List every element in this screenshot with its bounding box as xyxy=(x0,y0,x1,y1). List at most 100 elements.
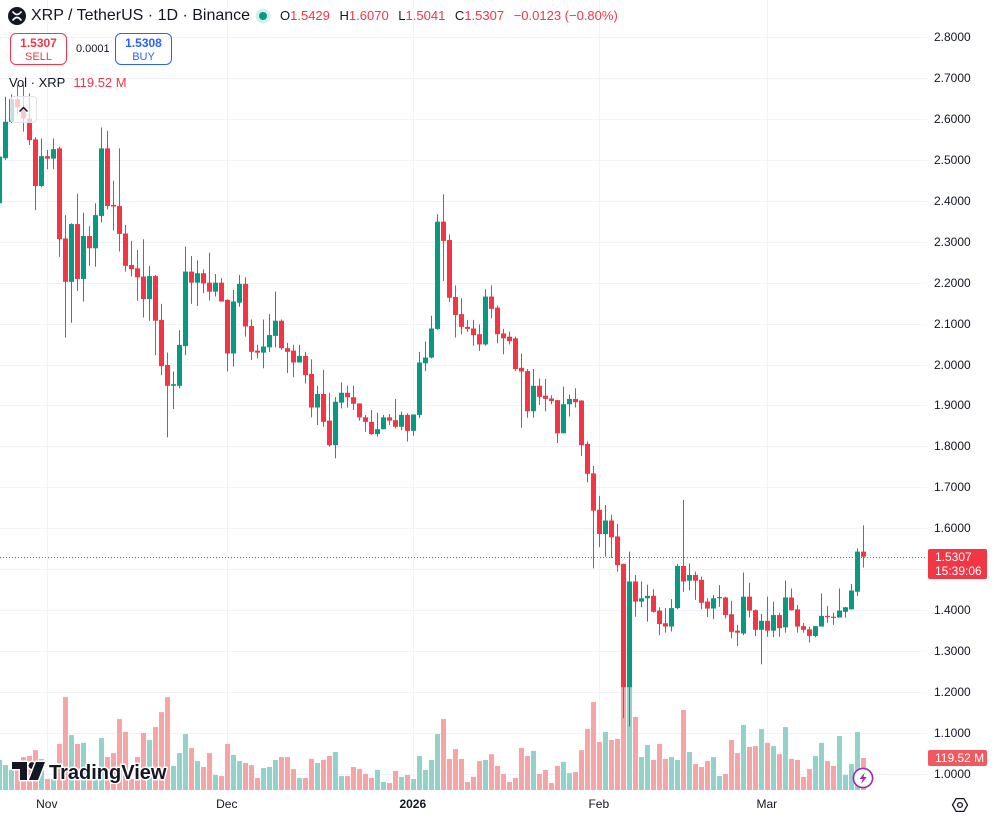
candle-body xyxy=(645,595,650,599)
volume-bar xyxy=(609,739,614,790)
volume-bar xyxy=(819,742,824,790)
symbol-title[interactable]: XRP / TetherUS · 1D · Binance xyxy=(31,7,251,24)
volume-bar xyxy=(63,697,68,790)
candle xyxy=(783,580,788,633)
candle xyxy=(597,495,602,548)
buy-label: BUY xyxy=(132,51,155,63)
candle-body xyxy=(579,400,584,446)
candle xyxy=(771,601,776,638)
candle xyxy=(759,613,764,665)
volume-bar xyxy=(339,776,344,790)
candle-body xyxy=(861,551,866,557)
candle xyxy=(213,274,218,297)
candle-body xyxy=(315,393,320,408)
candle-body xyxy=(525,371,530,412)
sell-button[interactable]: 1.5307 SELL xyxy=(10,33,67,65)
volume-bar xyxy=(75,743,80,790)
volume-bar xyxy=(549,783,554,790)
candle xyxy=(789,588,794,611)
price-axis-label: 1.3000 xyxy=(934,644,971,659)
candle xyxy=(183,246,188,356)
candle-body xyxy=(51,149,56,159)
candle-body xyxy=(387,417,392,421)
candle xyxy=(153,274,158,356)
volume-bar xyxy=(675,760,680,790)
candle xyxy=(159,303,164,376)
candle xyxy=(417,351,422,419)
candle xyxy=(141,239,146,318)
volume-bar xyxy=(165,697,170,790)
volume-bar xyxy=(213,775,218,790)
candle-body xyxy=(711,598,716,609)
candle xyxy=(609,514,614,559)
candle-body xyxy=(741,596,746,634)
candle-body xyxy=(321,393,326,422)
candle-body xyxy=(723,597,728,616)
candle-body xyxy=(543,395,548,399)
time-scale[interactable]: Nov Dec 2026 Feb Mar xyxy=(0,792,927,819)
price-scale[interactable]: 2.8000 2.7000 2.6000 2.5000 2.4000 2.3000 2.20… xyxy=(927,0,994,792)
volume-bar xyxy=(375,769,380,790)
price-axis-label: 2.0000 xyxy=(934,357,971,372)
candle-body xyxy=(351,397,356,404)
candle xyxy=(651,589,656,613)
bar-countdown: 15:39:06 xyxy=(935,564,982,578)
xrp-logo-icon[interactable] xyxy=(8,7,26,25)
volume-bar xyxy=(543,769,548,790)
buy-button[interactable]: 1.5308 BUY xyxy=(115,33,172,65)
candle-body xyxy=(717,597,722,599)
settings-hexagon-icon[interactable] xyxy=(950,795,970,815)
volume-bar xyxy=(51,779,56,790)
candle xyxy=(393,398,398,429)
candle-body xyxy=(129,265,134,270)
volume-bar xyxy=(681,709,686,790)
volume-bar xyxy=(0,760,2,790)
volume-bar xyxy=(351,766,356,790)
candle xyxy=(705,598,710,618)
candle-body xyxy=(459,314,464,327)
candle xyxy=(129,240,134,277)
volume-bar xyxy=(69,735,74,790)
volume-bar xyxy=(393,770,398,790)
candle xyxy=(531,369,536,418)
volume-bar xyxy=(525,755,530,790)
candle xyxy=(297,344,302,363)
candle xyxy=(711,595,716,620)
candle xyxy=(219,278,224,302)
candle xyxy=(723,596,728,619)
volume-bar xyxy=(741,724,746,790)
price-axis-label: 2.5000 xyxy=(934,152,971,167)
candle xyxy=(477,324,482,352)
volume-bar xyxy=(117,719,122,790)
candle-body xyxy=(519,367,524,372)
volume-legend[interactable]: Vol · XRP 119.52 M xyxy=(9,75,127,91)
volume-bar xyxy=(435,734,440,790)
candle-body xyxy=(471,328,476,336)
candle xyxy=(225,299,230,372)
candle xyxy=(195,260,200,306)
lightning-icon[interactable] xyxy=(852,767,874,789)
candle-body xyxy=(177,344,182,386)
volume-bar xyxy=(129,779,134,790)
collapse-legend-button[interactable] xyxy=(10,96,37,123)
candle xyxy=(39,138,44,188)
candle xyxy=(3,96,8,160)
volume-bar xyxy=(531,750,536,790)
candle xyxy=(513,336,518,372)
volume-bar xyxy=(747,746,752,790)
candle xyxy=(765,596,770,637)
candle-body xyxy=(57,148,62,240)
candle-body xyxy=(573,398,578,403)
volume-bar xyxy=(807,769,812,790)
candle-body xyxy=(537,385,542,397)
volume-bar xyxy=(87,779,92,790)
volume-scale-label: 119.52 M xyxy=(928,750,987,766)
candle xyxy=(495,305,500,344)
tradingview-logo-icon[interactable]: TradingView xyxy=(12,758,174,784)
candle xyxy=(249,319,254,361)
volume-bar xyxy=(579,750,584,790)
candle-body xyxy=(255,350,260,353)
volume-bar xyxy=(429,760,434,790)
candle-body xyxy=(465,326,470,329)
